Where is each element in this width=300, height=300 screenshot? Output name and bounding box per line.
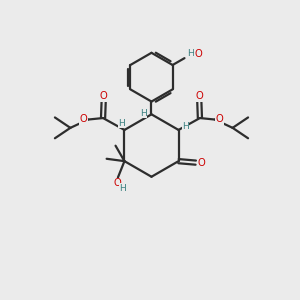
Text: H: H [118,119,125,128]
Text: O: O [195,49,202,59]
Text: H: H [119,184,126,193]
Text: O: O [195,92,203,101]
Text: O: O [198,158,206,168]
Text: O: O [113,178,121,188]
Text: O: O [100,92,107,101]
Text: O: O [215,114,223,124]
Text: O: O [80,114,88,124]
Text: H: H [182,122,189,131]
Text: H: H [140,109,146,118]
Text: H: H [187,50,194,58]
